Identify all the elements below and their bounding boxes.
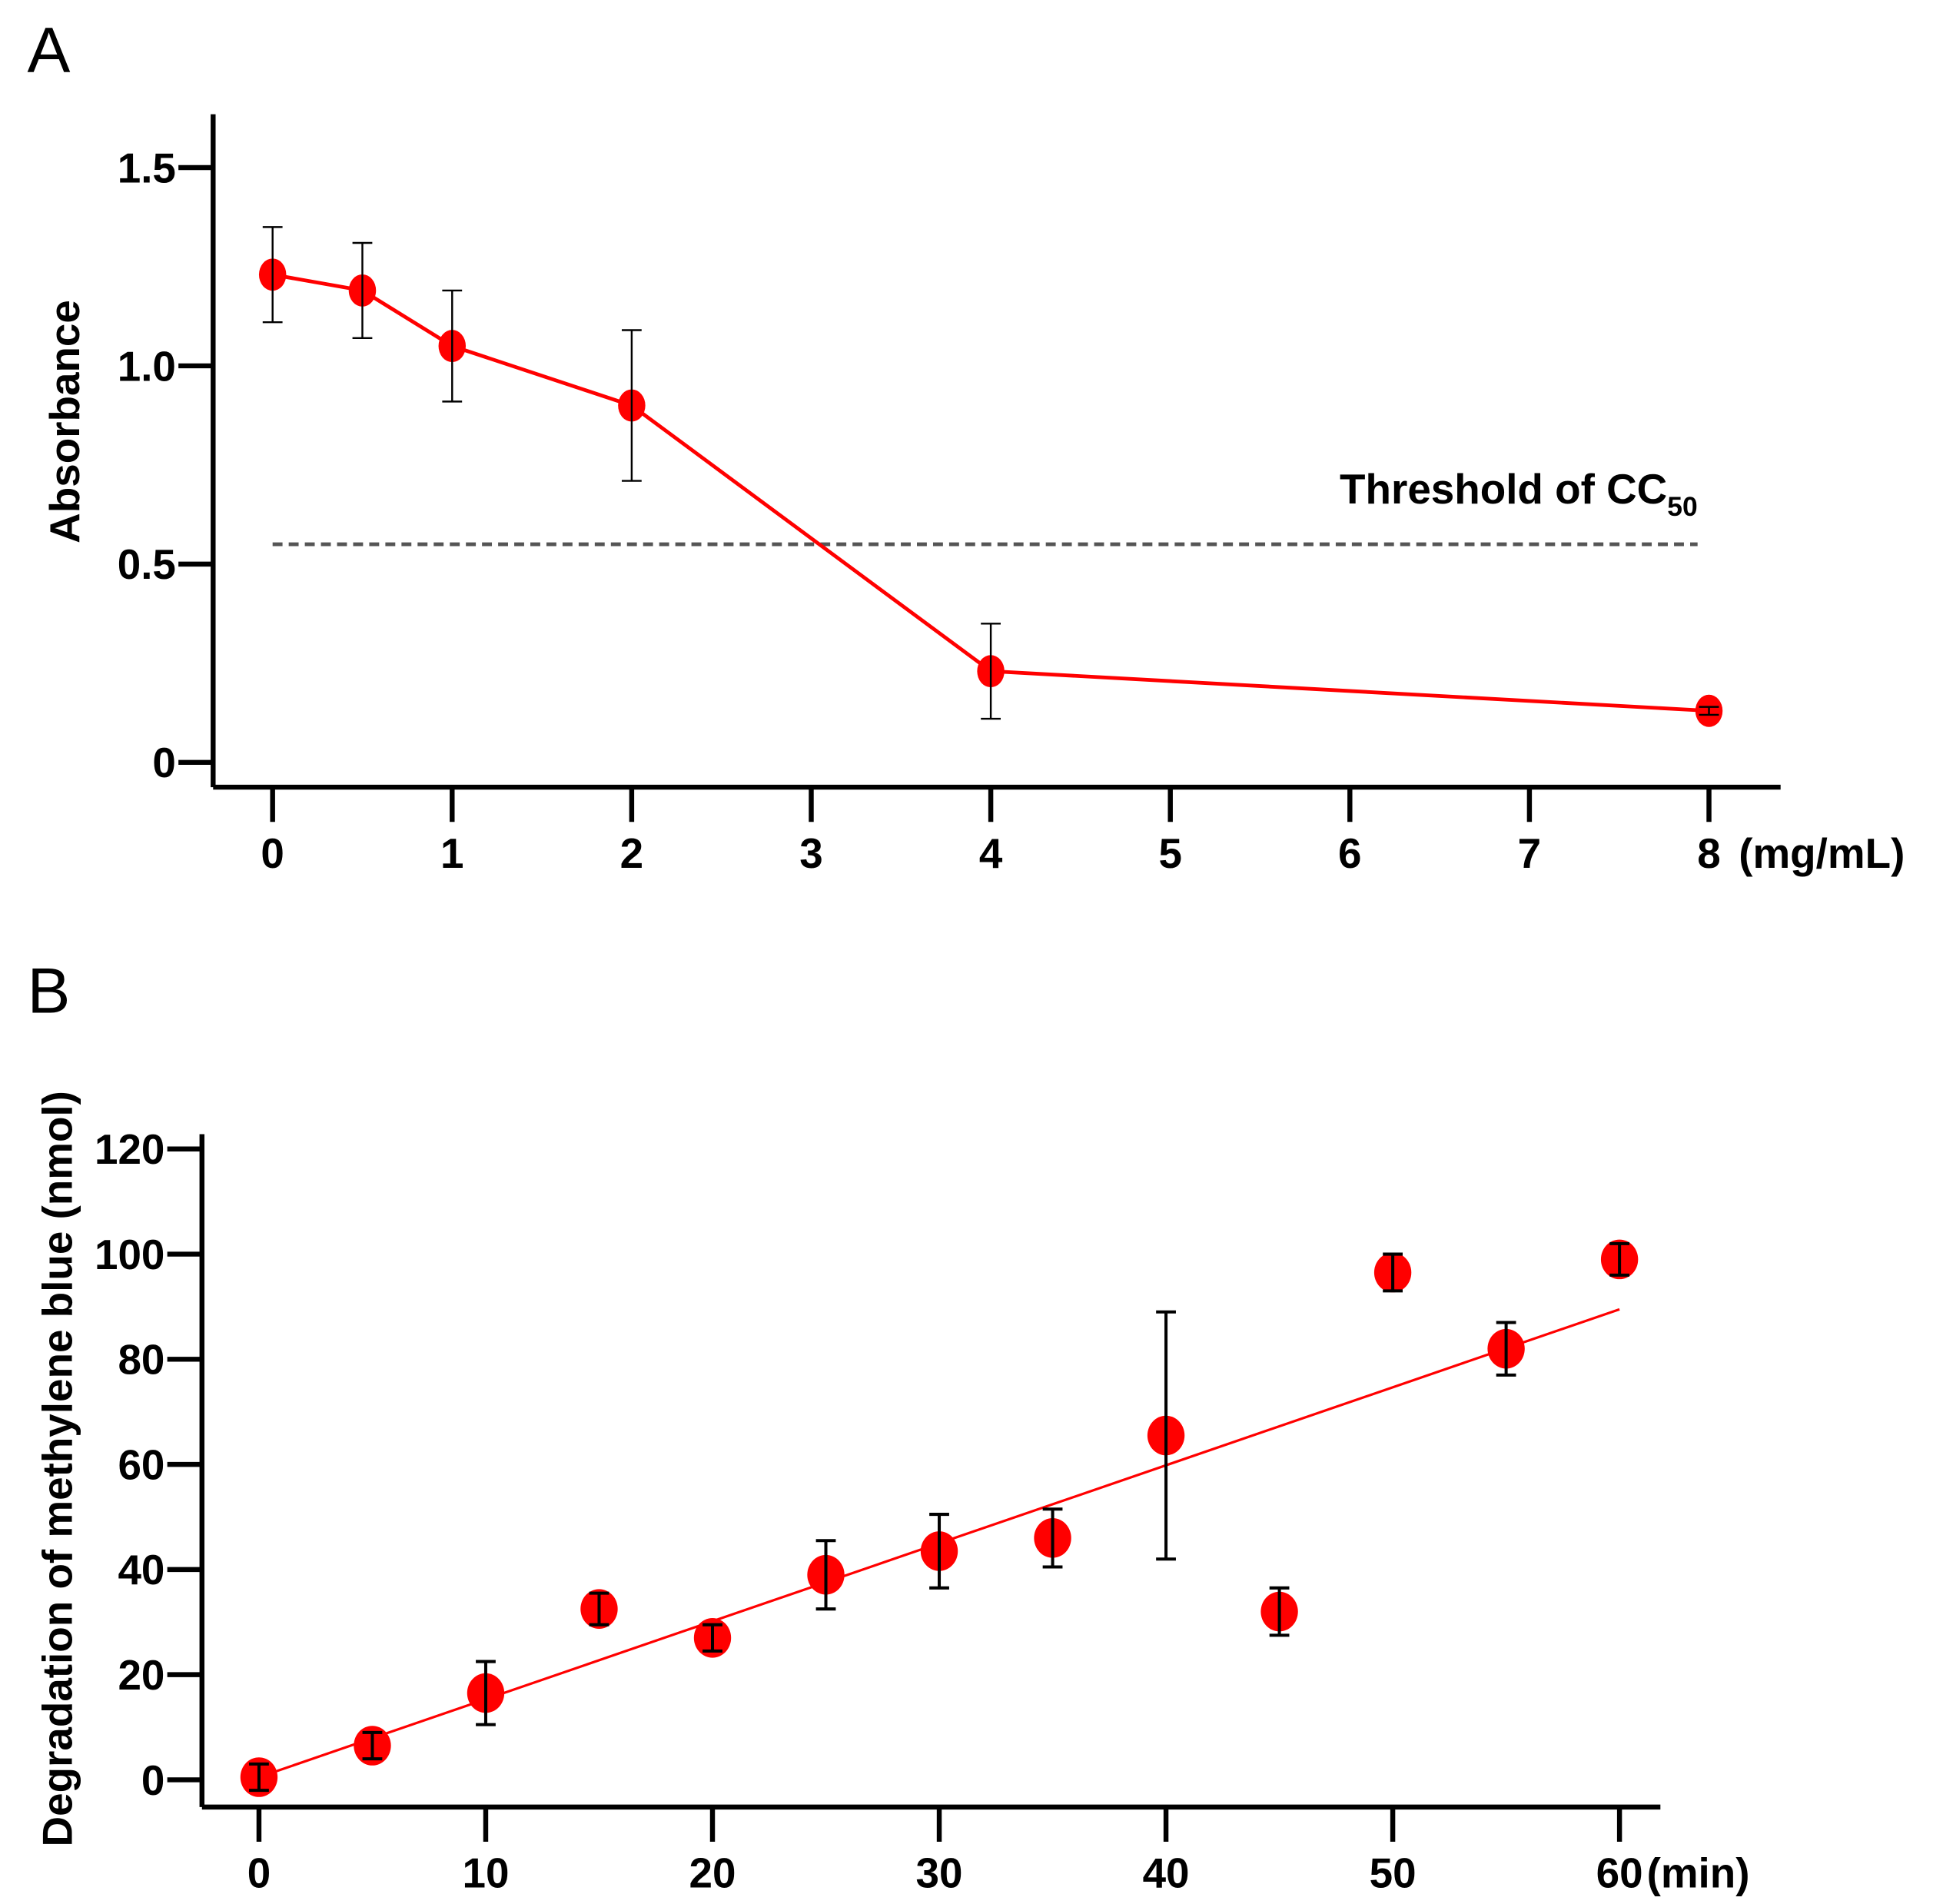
x-tick-label: 6: [1338, 829, 1361, 877]
chart-a: A 0 0.5 1.0 1.5 0 1 2 3 4 5 6 7 8 (mg/mL) Absorbance Thr…: [27, 14, 1905, 877]
x-tick-label: 20: [689, 1849, 736, 1897]
panel-label: A: [27, 14, 70, 86]
y-axis-label: Absorbance: [41, 300, 88, 543]
x-tick-label: 50: [1370, 1849, 1417, 1897]
y-tick-label: 60: [118, 1440, 164, 1488]
y-tick-label: 0.5: [118, 540, 176, 588]
x-tick-label: 2: [620, 829, 643, 877]
x-tick-label: 60: [1596, 1849, 1643, 1897]
y-tick-label: 120: [95, 1125, 164, 1173]
y-tick-label: 100: [95, 1231, 164, 1278]
y-tick-label: 1.0: [118, 342, 176, 390]
x-tick-label: 8: [1697, 829, 1720, 877]
threshold-label: Threshold of CC50: [1340, 465, 1698, 522]
y-tick-label: 20: [118, 1651, 164, 1699]
panel-label: B: [27, 954, 70, 1026]
x-tick-label: 7: [1518, 829, 1541, 877]
y-axis-label: Degradation of methylene blue (nmol): [34, 1091, 81, 1846]
x-tick-label: 10: [462, 1849, 509, 1897]
x-tick-label: 0: [261, 829, 284, 877]
x-tick-label: 1: [440, 829, 463, 877]
x-tick-label: 40: [1143, 1849, 1190, 1897]
x-tick-label: 5: [1158, 829, 1181, 877]
series-line: [272, 272, 1709, 713]
x-axis-label: (min): [1647, 1849, 1750, 1897]
x-tick-label: 0: [247, 1849, 271, 1897]
x-tick-label: 30: [916, 1849, 963, 1897]
x-tick-label: 3: [799, 829, 822, 877]
y-tick-label: 40: [118, 1546, 164, 1593]
y-tick-label: 0: [152, 739, 175, 786]
y-tick-label: 0: [141, 1756, 164, 1804]
y-tick-label: 1.5: [118, 144, 176, 191]
y-tick-label: 80: [118, 1336, 164, 1384]
x-axis-label: (mg/mL): [1739, 829, 1905, 877]
x-tick-label: 4: [979, 829, 1003, 877]
